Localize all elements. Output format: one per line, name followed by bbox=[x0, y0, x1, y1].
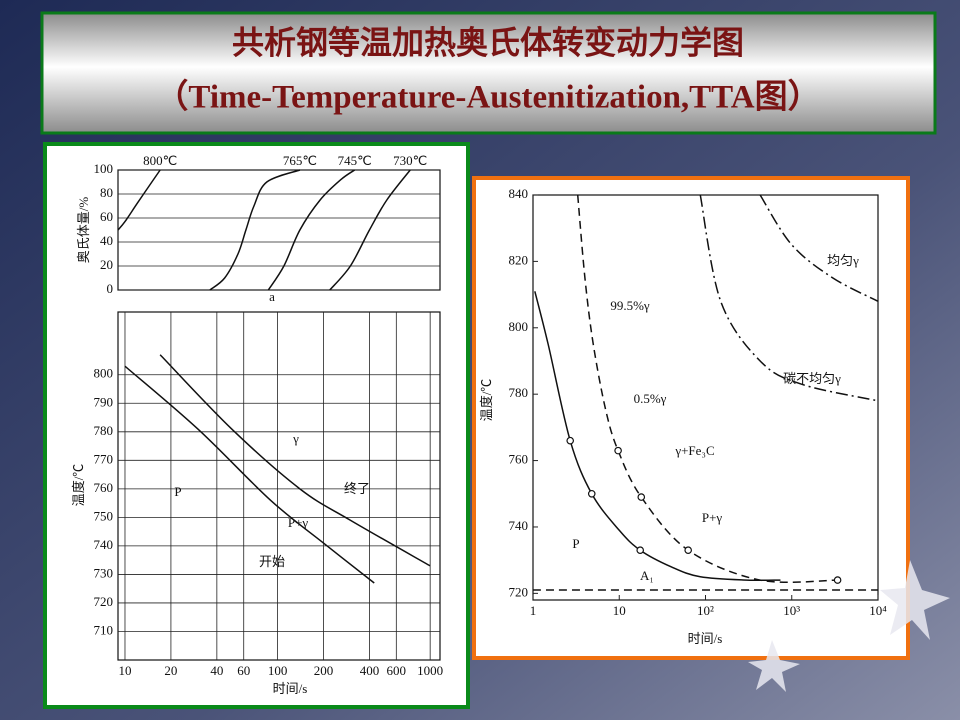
star-decoration bbox=[748, 640, 800, 692]
y-tick-label: 60 bbox=[100, 209, 113, 224]
title: 共析钢等温加热奥氏体转变动力学图 bbox=[232, 24, 744, 60]
y-tick-label: 710 bbox=[94, 622, 114, 637]
curve bbox=[209, 169, 301, 291]
curve bbox=[117, 169, 161, 231]
y-tick-label: 730 bbox=[94, 565, 114, 580]
x-tick-label: 20 bbox=[164, 663, 177, 678]
y-tick-label: 750 bbox=[94, 508, 114, 523]
series-label: 730℃ bbox=[393, 153, 427, 168]
star-decoration bbox=[880, 560, 950, 640]
annotation: γ bbox=[292, 431, 299, 446]
data-point bbox=[614, 446, 622, 455]
curve bbox=[159, 354, 431, 567]
x-tick-label: 10 bbox=[613, 603, 626, 618]
annotation: P bbox=[572, 536, 579, 551]
series-label: 800℃ bbox=[143, 153, 177, 168]
y-tick-label: 740 bbox=[94, 537, 114, 552]
y-tick-label: 20 bbox=[100, 257, 113, 272]
x-tick-label: 60 bbox=[237, 663, 250, 678]
annotation: γ+Fe₃C bbox=[674, 443, 714, 458]
y-tick-label: 0 bbox=[107, 281, 114, 296]
annotation: 均匀γ bbox=[827, 253, 859, 268]
title-box bbox=[40, 11, 937, 135]
annotation: a bbox=[269, 289, 275, 304]
data-point bbox=[636, 546, 645, 555]
y-axis-label: 温度/℃ bbox=[71, 464, 86, 507]
y-tick-label: 80 bbox=[100, 185, 113, 200]
series-label: 765℃ bbox=[283, 153, 317, 168]
x-tick-label: 600 bbox=[387, 663, 407, 678]
y-tick-label: 720 bbox=[509, 584, 529, 599]
left-panel bbox=[43, 142, 470, 709]
x-tick-label: 400 bbox=[360, 663, 380, 678]
curve bbox=[699, 194, 879, 402]
x-tick-label: 1 bbox=[530, 603, 537, 618]
y-axis-label: 温度/℃ bbox=[479, 379, 494, 422]
x-tick-label: 1000 bbox=[417, 663, 443, 678]
annotation: P+γ bbox=[288, 515, 309, 530]
charts: 0 20 40 60 80 100 奥氏体量/% 800℃ 765℃ 745℃ 730℃ a 710 72… bbox=[71, 153, 887, 696]
right-panel bbox=[472, 176, 910, 660]
curve bbox=[534, 291, 781, 582]
y-tick-label: 820 bbox=[509, 252, 529, 267]
y-tick-label: 800 bbox=[509, 319, 529, 334]
y-tick-label: 780 bbox=[94, 423, 114, 438]
y-tick-label: 770 bbox=[94, 451, 114, 466]
y-tick-label: 840 bbox=[509, 186, 529, 201]
series-label: 终了 bbox=[344, 481, 370, 496]
y-axis-label: 奥氏体量/% bbox=[76, 197, 91, 264]
series-label: 开始 bbox=[259, 554, 285, 569]
subtitle: （Time-Temperature-Austenitization,TTA图） bbox=[155, 79, 820, 116]
x-tick-label: 10 bbox=[118, 663, 131, 678]
data-point bbox=[587, 489, 596, 498]
x-tick-label: 10³ bbox=[783, 603, 800, 618]
annotation: P bbox=[174, 484, 181, 499]
x-tick-label: 100 bbox=[268, 663, 288, 678]
data-point bbox=[684, 546, 692, 555]
annotation: A₁ bbox=[640, 568, 654, 583]
y-tick-label: 740 bbox=[509, 518, 529, 533]
x-tick-label: 200 bbox=[314, 663, 334, 678]
curve bbox=[329, 169, 411, 291]
curve bbox=[267, 169, 356, 291]
x-axis-label: 时间/s bbox=[688, 631, 723, 646]
series-label: 0.5%γ bbox=[634, 391, 667, 406]
y-tick-label: 760 bbox=[509, 452, 529, 467]
y-tick-label: 720 bbox=[94, 594, 114, 609]
x-tick-label: 10⁴ bbox=[869, 603, 887, 618]
series-label: 99.5%γ bbox=[610, 298, 650, 313]
x-axis-label: 时间/s bbox=[273, 681, 308, 696]
x-tick-label: 10² bbox=[697, 603, 714, 618]
annotation: P+γ bbox=[702, 510, 723, 525]
y-tick-label: 800 bbox=[94, 366, 114, 381]
curve bbox=[759, 194, 879, 302]
y-tick-label: 780 bbox=[509, 385, 529, 400]
y-tick-label: 100 bbox=[94, 161, 114, 176]
x-tick-label: 40 bbox=[210, 663, 223, 678]
plot-frame bbox=[117, 311, 441, 661]
curve bbox=[124, 365, 375, 584]
data-point bbox=[566, 436, 575, 445]
data-point bbox=[637, 493, 646, 501]
y-tick-label: 790 bbox=[94, 394, 114, 409]
y-tick-label: 40 bbox=[100, 233, 113, 248]
y-tick-label: 760 bbox=[94, 480, 114, 495]
series-label: 745℃ bbox=[338, 153, 372, 168]
data-point bbox=[833, 576, 842, 584]
curve bbox=[576, 194, 838, 584]
annotation: 碳不均匀γ bbox=[783, 371, 841, 386]
